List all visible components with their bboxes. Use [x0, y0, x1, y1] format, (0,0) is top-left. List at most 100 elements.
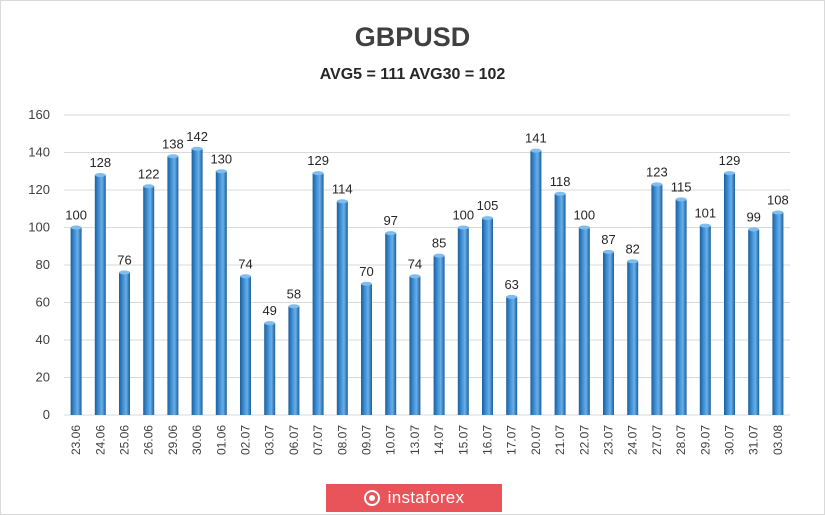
watermark-logo: instaforex [326, 484, 502, 512]
x-tick-label: 26.06 [142, 425, 156, 455]
bar [578, 227, 590, 415]
bar [385, 233, 397, 415]
x-tick-label: 10.07 [384, 425, 398, 455]
gridlines [64, 114, 790, 416]
x-tick-label: 16.07 [481, 425, 495, 455]
bar-cap [167, 154, 179, 159]
x-tick-label: 29.07 [698, 425, 712, 455]
x-tick-label: 22.07 [577, 425, 591, 455]
bar [240, 276, 251, 415]
x-tick-label: 17.07 [505, 425, 519, 455]
y-tick-label: 160 [28, 107, 50, 122]
bar-cap [409, 274, 421, 279]
bar-cap [675, 197, 687, 202]
x-tick-label: 25.06 [118, 425, 132, 455]
bar [699, 225, 711, 415]
bar [675, 199, 687, 415]
bar [506, 296, 518, 415]
x-tick-label: 07.07 [311, 425, 325, 455]
bar [143, 186, 155, 415]
data-label: 85 [432, 236, 446, 251]
data-label: 63 [504, 277, 518, 292]
bar [215, 171, 227, 415]
bar-cap [94, 173, 106, 177]
bar [772, 212, 784, 415]
x-tick-label: 24.06 [93, 425, 107, 455]
bar-cap [215, 169, 227, 174]
data-label: 130 [210, 151, 232, 166]
x-tick-label: 30.07 [723, 425, 737, 455]
data-label: 138 [162, 136, 184, 151]
data-label: 141 [525, 131, 547, 146]
x-tick-label: 28.07 [674, 425, 688, 455]
bar [94, 175, 106, 415]
bar [409, 276, 421, 415]
data-label: 105 [477, 198, 499, 213]
bar [627, 261, 639, 415]
data-label: 114 [332, 181, 353, 196]
x-tick-label: 29.06 [166, 425, 180, 455]
chart-subtitle: AVG5 = 111 AVG30 = 102 [319, 66, 506, 83]
data-label: 100 [573, 208, 595, 223]
chart-title: GBPUSD [354, 22, 471, 52]
bar-cap [651, 182, 663, 187]
bar [119, 272, 130, 415]
bar [457, 227, 469, 415]
y-tick-label: 80 [36, 257, 50, 272]
bar [530, 150, 542, 415]
x-tick-label: 09.07 [360, 425, 374, 455]
bar-cap [554, 191, 566, 196]
bar-cap [288, 304, 300, 309]
data-label: 128 [89, 155, 111, 170]
x-tick-label: 14.07 [432, 425, 446, 455]
x-tick-label: 02.07 [239, 425, 253, 455]
x-tick-label: 15.07 [456, 425, 470, 455]
bar-cap [699, 223, 711, 228]
x-tick-label: 31.07 [747, 425, 761, 455]
x-tick-label: 23.07 [602, 425, 616, 455]
bar [482, 218, 493, 415]
data-label: 58 [287, 286, 301, 301]
data-label: 74 [408, 256, 422, 271]
bar-cap [506, 294, 518, 299]
bar-cap [530, 148, 542, 153]
bar-cap [603, 249, 614, 254]
bar [312, 173, 324, 415]
x-tick-label: 08.07 [335, 425, 349, 455]
bar [336, 201, 348, 415]
bar-cap [772, 210, 784, 215]
x-tick-label: 30.06 [190, 425, 204, 455]
y-tick-label: 40 [36, 332, 50, 347]
bar-cap [336, 199, 348, 204]
bar-cap [361, 281, 372, 286]
bar-cap [119, 270, 130, 275]
bar [191, 148, 203, 415]
x-tick-label: 24.07 [626, 425, 640, 455]
bar [554, 193, 566, 415]
bar [288, 306, 300, 415]
bar [748, 229, 760, 415]
bar [361, 283, 372, 415]
data-label: 49 [262, 303, 276, 318]
bar [651, 184, 663, 415]
bar-cap [748, 227, 760, 232]
x-tick-label: 21.07 [553, 425, 567, 455]
data-label: 87 [601, 232, 615, 247]
data-label: 123 [646, 164, 668, 179]
data-label: 74 [238, 256, 252, 271]
bar-cap [143, 184, 155, 189]
x-tick-label: 27.07 [650, 425, 664, 455]
x-tick-label: 20.07 [529, 425, 543, 455]
bars [70, 146, 784, 415]
x-axis-ticks: 23.06 24.06 25.06 26.06 29.06 30.06 01.06 02.07… [69, 425, 785, 455]
x-tick-label: 06.07 [287, 425, 301, 455]
x-tick-label: 23.06 [69, 425, 83, 455]
data-label: 129 [719, 153, 741, 168]
data-label: 99 [746, 209, 760, 224]
y-tick-label: 60 [36, 295, 50, 310]
y-tick-label: 100 [28, 220, 50, 235]
data-label: 70 [359, 264, 373, 279]
bar-cap [312, 171, 324, 176]
